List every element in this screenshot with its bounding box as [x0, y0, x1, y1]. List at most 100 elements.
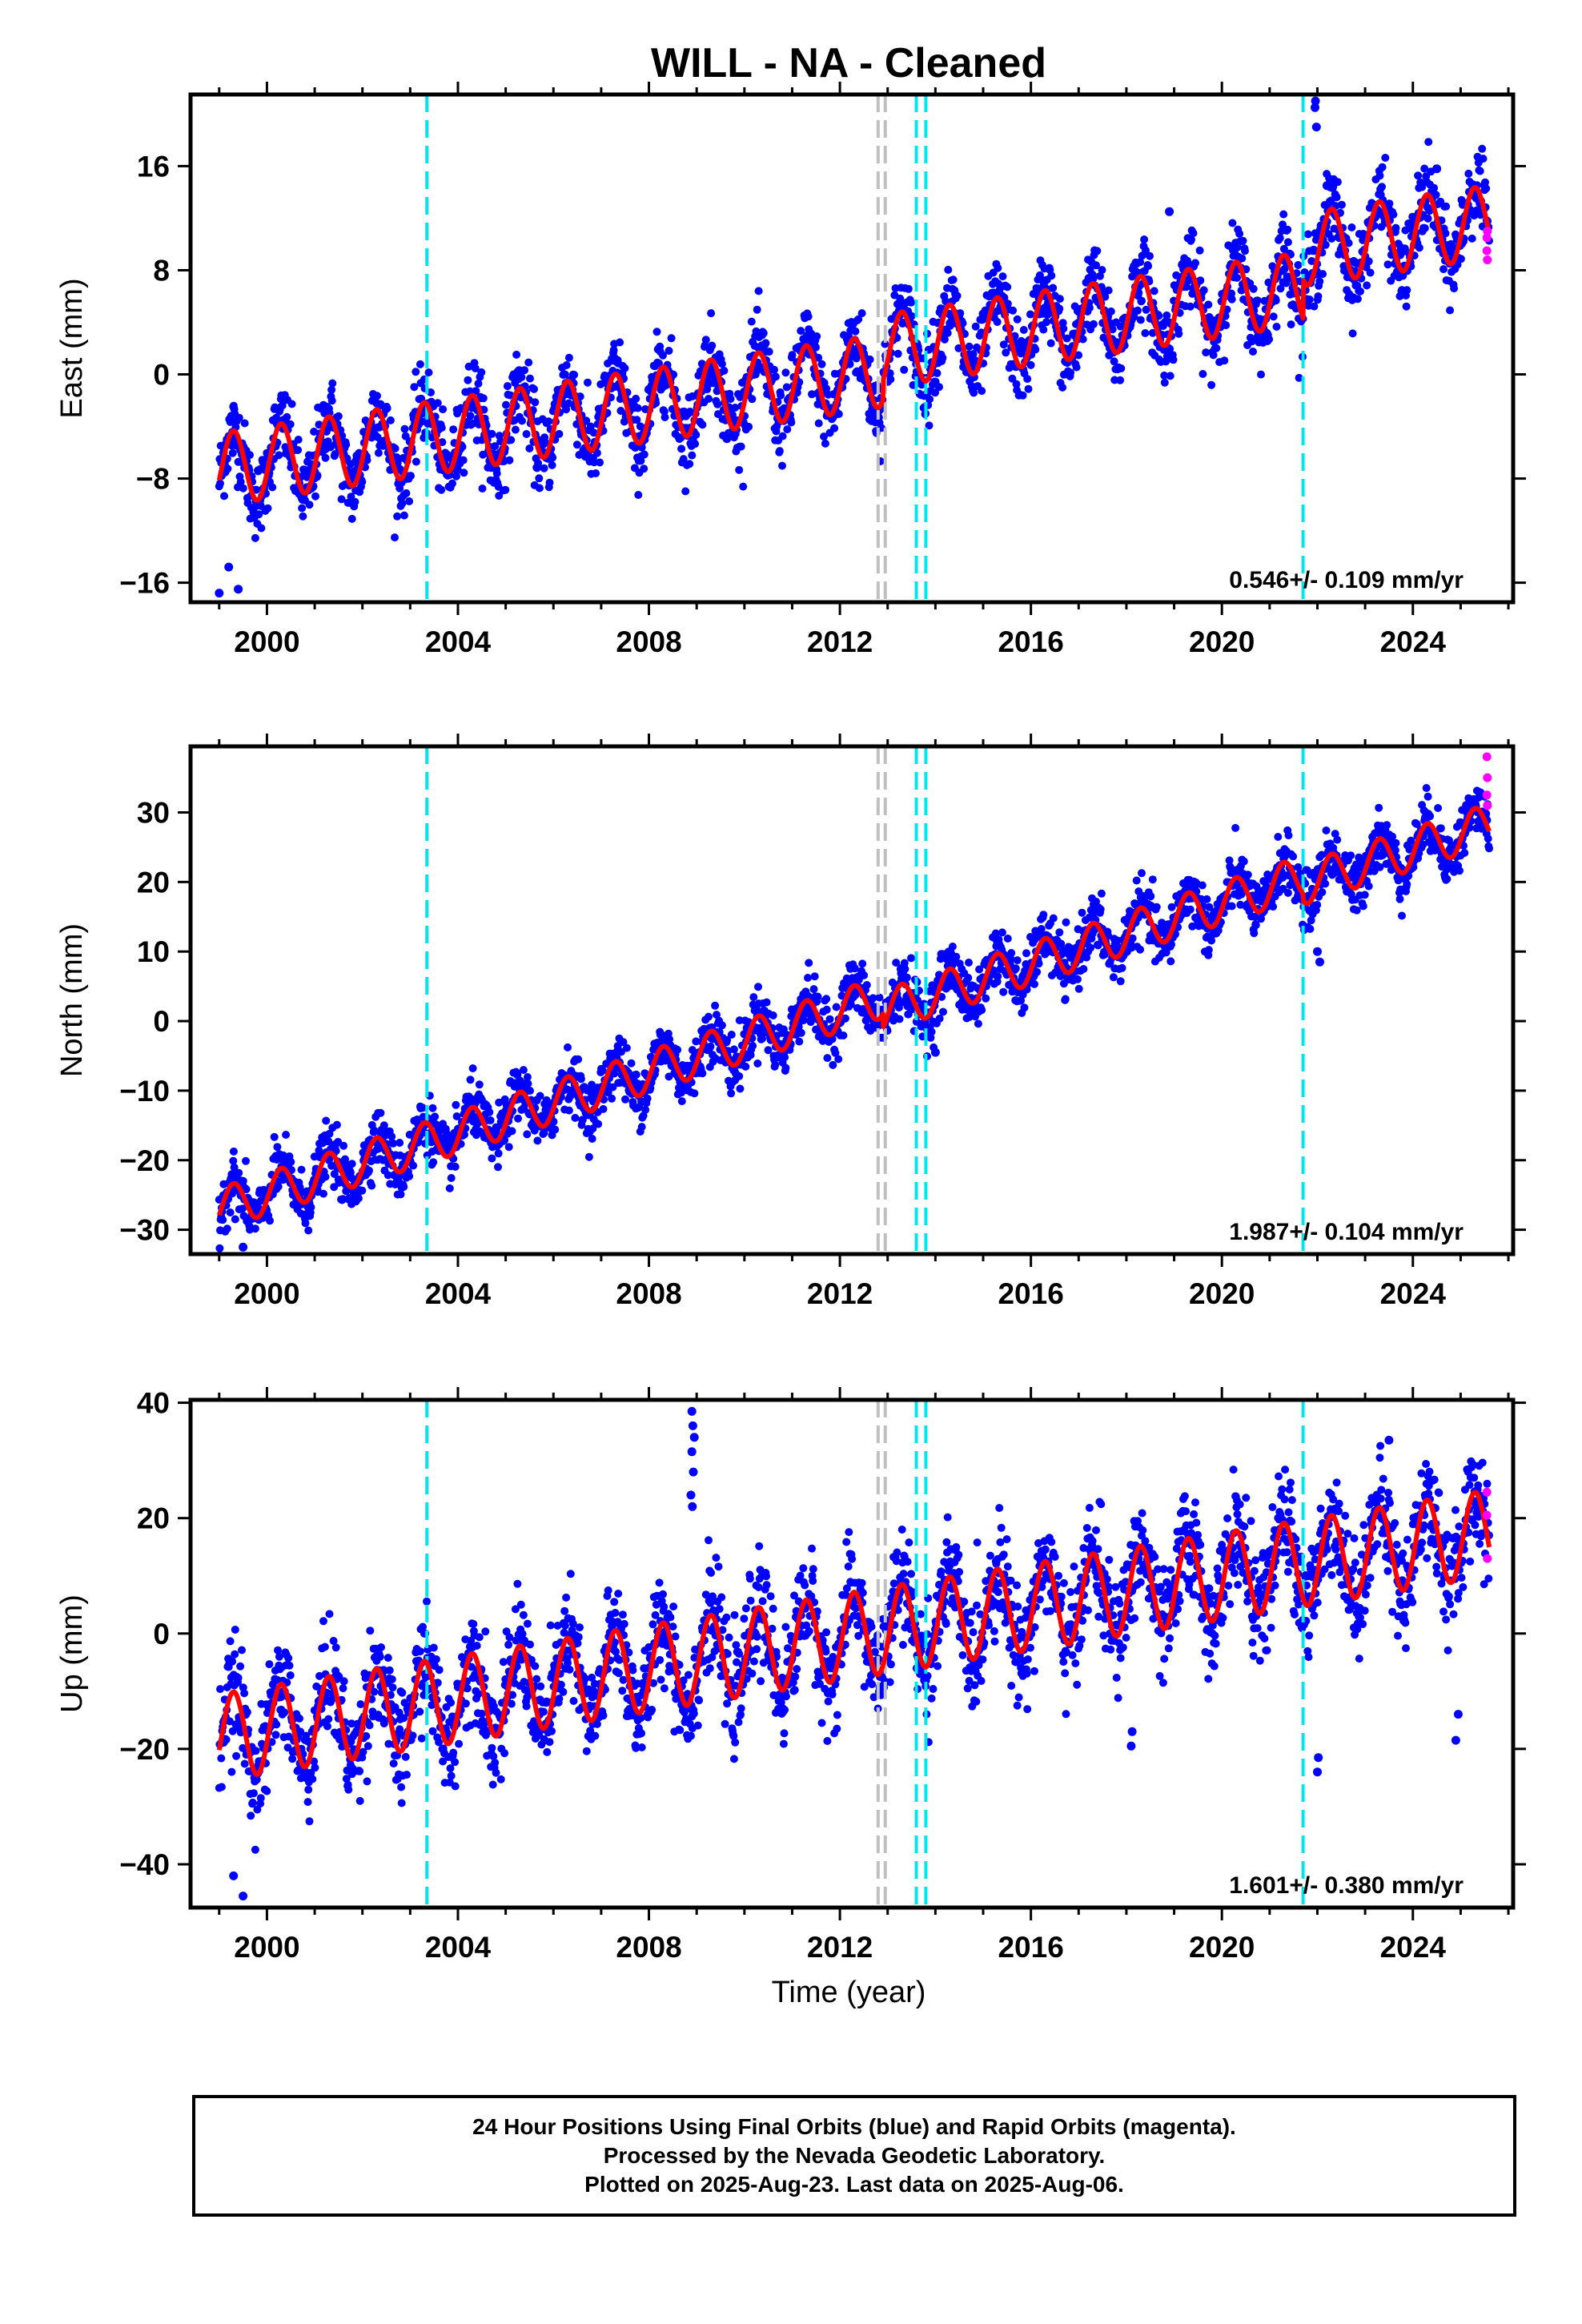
final-orbit-point — [331, 450, 339, 459]
final-orbit-point — [1306, 925, 1315, 933]
outlier-point — [1311, 123, 1321, 132]
final-orbit-point — [1314, 292, 1323, 300]
final-orbit-point — [679, 455, 688, 464]
final-orbit-point — [834, 1055, 843, 1063]
final-orbit-point — [1106, 307, 1115, 316]
final-orbit-point — [1274, 833, 1283, 841]
final-orbit-point — [1030, 979, 1038, 988]
final-orbit-point — [797, 1028, 805, 1037]
final-orbit-point — [235, 413, 243, 422]
final-orbit-point — [1096, 905, 1105, 914]
final-orbit-point — [965, 342, 974, 351]
final-orbit-point — [1375, 803, 1383, 812]
final-orbit-point — [904, 284, 913, 293]
final-orbit-point — [814, 353, 823, 362]
final-orbit-point — [525, 444, 534, 452]
final-orbit-point — [1249, 348, 1257, 356]
final-orbit-point — [471, 364, 480, 372]
final-orbit-point — [1366, 268, 1375, 277]
final-orbit-point — [953, 292, 962, 300]
final-orbit-point — [494, 1149, 503, 1158]
outlier-point — [215, 589, 224, 598]
final-orbit-point — [652, 328, 661, 336]
final-orbit-point — [545, 478, 554, 487]
final-orbit-point — [1146, 251, 1154, 260]
x-tick-label: 2016 — [998, 625, 1063, 658]
final-orbit-point — [701, 336, 710, 344]
final-orbit-point — [1160, 378, 1169, 387]
final-orbit-point — [478, 485, 487, 493]
final-orbit-point — [1152, 903, 1161, 911]
final-orbit-point — [907, 298, 915, 307]
final-orbit-point — [531, 398, 540, 407]
final-orbit-point — [596, 458, 604, 467]
final-orbit-point — [219, 1216, 227, 1224]
final-orbit-point — [464, 376, 472, 384]
final-orbit-point — [541, 438, 550, 447]
final-orbit-point — [660, 407, 669, 416]
final-orbit-point — [273, 1143, 282, 1152]
final-orbit-point — [327, 385, 336, 394]
final-orbit-point — [1243, 870, 1252, 879]
final-orbit-point — [495, 492, 504, 500]
final-orbit-point — [1364, 882, 1373, 891]
final-orbit-point — [1235, 229, 1244, 238]
final-orbit-point — [1049, 914, 1058, 923]
final-orbit-point — [1305, 296, 1314, 304]
final-orbit-point — [900, 365, 909, 374]
final-orbit-point — [235, 1168, 243, 1177]
final-orbit-point — [1212, 344, 1221, 352]
final-orbit-point — [1442, 202, 1451, 211]
final-orbit-point — [830, 424, 839, 432]
final-orbit-point — [328, 379, 337, 388]
final-orbit-point — [391, 444, 400, 452]
outlier-point — [1322, 181, 1331, 191]
final-orbit-point — [895, 1015, 904, 1023]
final-orbit-point — [998, 272, 1007, 281]
final-orbit-point — [429, 1158, 438, 1167]
final-orbit-point — [1415, 243, 1423, 252]
rapid-orbit-point — [1482, 246, 1492, 255]
final-orbit-point — [949, 275, 958, 284]
final-orbit-point — [1249, 284, 1258, 293]
final-orbit-point — [1239, 236, 1247, 245]
final-orbit-point — [460, 468, 468, 477]
final-orbit-point — [805, 959, 813, 967]
final-orbit-point — [1318, 888, 1327, 897]
final-orbit-point — [1078, 908, 1086, 917]
final-orbit-point — [821, 439, 829, 448]
final-orbit-point — [1062, 918, 1070, 927]
final-orbit-point — [526, 374, 534, 383]
final-orbit-point — [1138, 869, 1146, 878]
final-orbit-point — [275, 451, 283, 460]
final-orbit-point — [433, 399, 442, 408]
final-orbit-point — [215, 1244, 224, 1252]
final-orbit-point — [1049, 283, 1058, 292]
final-orbit-point — [1169, 356, 1178, 364]
final-orbit-point — [228, 448, 237, 457]
final-orbit-point — [858, 959, 867, 968]
x-tick-label: 2008 — [616, 625, 681, 658]
final-orbit-point — [720, 366, 729, 375]
final-orbit-point — [1479, 155, 1488, 163]
final-orbit-point — [632, 1070, 640, 1079]
final-orbit-point — [677, 1097, 686, 1106]
final-orbit-point — [477, 368, 486, 376]
final-orbit-point — [1023, 375, 1032, 384]
final-orbit-point — [321, 1172, 330, 1181]
final-orbit-point — [339, 1141, 348, 1150]
final-orbit-point — [1303, 230, 1312, 239]
final-orbit-point — [400, 424, 409, 433]
final-orbit-point — [706, 1042, 715, 1051]
final-orbit-point — [1074, 984, 1083, 993]
final-orbit-point — [251, 533, 259, 542]
final-orbit-point — [560, 370, 569, 379]
final-orbit-point — [1359, 902, 1367, 911]
final-orbit-point — [804, 974, 812, 982]
final-orbit-point — [226, 1208, 235, 1216]
final-orbit-point — [795, 1037, 804, 1046]
final-orbit-point — [1402, 302, 1411, 311]
final-orbit-point — [865, 355, 874, 364]
final-orbit-point — [1265, 335, 1274, 344]
